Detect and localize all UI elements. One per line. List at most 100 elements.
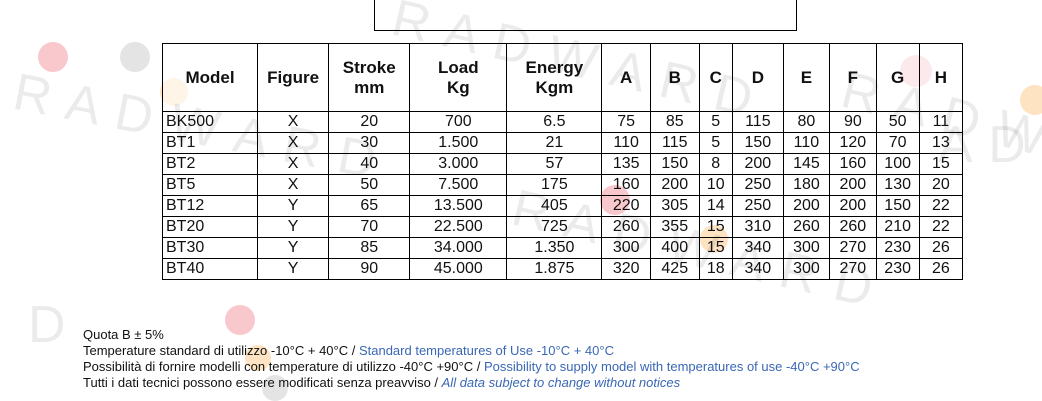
watermark-dot-orange xyxy=(245,345,271,371)
note-italian-text: Temperature standard di utilizzo -10°C +… xyxy=(83,343,359,358)
note-italian-text: Possibilità di fornire modelli con tempe… xyxy=(83,359,484,374)
table-cell: 270 xyxy=(829,258,877,280)
table-cell: 11 xyxy=(918,111,964,133)
table-cell: 300 xyxy=(782,258,831,280)
table-cell: 57 xyxy=(506,153,603,175)
table-cell: Y xyxy=(256,216,330,238)
table-row: BT12 Y 65 13.500 405 220 305 14 250 200 200 150 22 xyxy=(162,195,964,217)
table-cell: 115 xyxy=(649,132,700,154)
table-cell: 100 xyxy=(875,153,920,175)
optional-temperature-note: Possibilità di fornire modelli con tempe… xyxy=(83,359,860,375)
table-cell: 405 xyxy=(506,195,603,217)
table-cell: 160 xyxy=(829,153,877,175)
table-row: BT5 X 50 7.500 175 160 200 10 250 180 200 130 20 xyxy=(162,174,964,196)
table-cell: 130 xyxy=(875,174,920,196)
table-row: BT20 Y 70 22.500 725 260 355 15 310 260 260 210 22 xyxy=(162,216,964,238)
table-cell: 40 xyxy=(328,153,411,175)
table-row: BK500 X 20 700 6.5 75 85 5 115 80 90 50 11 xyxy=(162,111,964,133)
table-cell: 320 xyxy=(601,258,651,280)
table-cell: 50 xyxy=(328,174,411,196)
table-cell: 15 xyxy=(698,216,733,238)
tolerance-note: Quota B ± 5% xyxy=(83,327,164,342)
table-cell: 230 xyxy=(875,258,920,280)
table-cell: 200 xyxy=(782,195,831,217)
table-cell: 5 xyxy=(698,132,733,154)
table-cell: 120 xyxy=(829,132,877,154)
table-cell: 220 xyxy=(601,195,651,217)
table-cell: 300 xyxy=(782,237,831,259)
note-english-text: Standard temperatures of Use -10°C + 40°… xyxy=(358,343,614,358)
table-cell: Y xyxy=(256,258,330,280)
column-header: G xyxy=(875,43,920,112)
column-header: E xyxy=(782,43,831,112)
column-header: A xyxy=(601,43,651,112)
column-header-unit: Kgm xyxy=(535,77,574,97)
table-cell: Y xyxy=(256,195,330,217)
watermark-dot-red xyxy=(225,305,255,335)
table-cell: 14 xyxy=(698,195,733,217)
table-cell: 22.500 xyxy=(409,216,508,238)
column-header-label: Model xyxy=(185,67,235,87)
footnotes: Quota B ± 5% Temperature standard di uti… xyxy=(83,327,860,391)
table-cell: 115 xyxy=(731,111,784,133)
column-header-label: Stroke xyxy=(342,57,396,77)
note-italian-text: Tutti i dati tecnici possono essere modi… xyxy=(83,375,442,390)
table-cell: 1.500 xyxy=(409,132,508,154)
table-cell: 355 xyxy=(649,216,700,238)
table-cell: 85 xyxy=(649,111,700,133)
table-cell: 26 xyxy=(918,237,964,259)
table-cell: 34.000 xyxy=(409,237,508,259)
table-cell: 5 xyxy=(698,111,733,133)
table-cell: 260 xyxy=(782,216,831,238)
table-cell: 145 xyxy=(782,153,831,175)
table-cell: 20 xyxy=(918,174,964,196)
watermark-dot-grey xyxy=(120,42,150,72)
table-cell: 26 xyxy=(918,258,964,280)
table-header-row: Model Figure Stroke mm Load Kg Energy Kgm A B C D E F… xyxy=(162,43,964,112)
column-header-label: Figure xyxy=(267,67,320,87)
column-header: Load Kg xyxy=(409,43,508,112)
column-header-label: F xyxy=(847,67,859,87)
column-header: Figure xyxy=(256,43,330,112)
table-cell: 1.350 xyxy=(506,237,603,259)
column-header: Stroke mm xyxy=(328,43,411,112)
column-header-label: Load xyxy=(437,57,479,77)
table-cell: 1.875 xyxy=(506,258,603,280)
table-cell: 7.500 xyxy=(409,174,508,196)
table-cell: 110 xyxy=(601,132,651,154)
table-cell: 260 xyxy=(829,216,877,238)
table-row: BT1 X 30 1.500 21 110 115 5 150 110 120 70 13 xyxy=(162,132,964,154)
column-header-unit: Kg xyxy=(446,77,470,97)
table-cell: 22 xyxy=(918,195,964,217)
top-frame xyxy=(374,0,797,31)
table-cell: 180 xyxy=(782,174,831,196)
column-header-label: A xyxy=(620,67,633,87)
table-cell: 18 xyxy=(698,258,733,280)
table-cell: 210 xyxy=(875,216,920,238)
table-cell: 305 xyxy=(649,195,700,217)
table-row: BT30 Y 85 34.000 1.350 300 400 15 340 300 270 230 26 xyxy=(162,237,964,259)
change-disclaimer-note: Tutti i dati tecnici possono essere modi… xyxy=(83,375,860,391)
specifications-table: Model Figure Stroke mm Load Kg Energy Kgm A B C D E F… xyxy=(162,43,964,280)
table-cell: 85 xyxy=(328,237,411,259)
standard-temperature-note: Temperature standard di utilizzo -10°C +… xyxy=(83,343,860,359)
table-cell: 200 xyxy=(731,153,784,175)
table-cell: 150 xyxy=(649,153,700,175)
table-row: BT40 Y 90 45.000 1.875 320 425 18 340 300 270 230 26 xyxy=(162,258,964,280)
model-cell: BT12 xyxy=(162,195,258,217)
table-cell: 15 xyxy=(698,237,733,259)
table-cell: 200 xyxy=(829,174,877,196)
column-header: F xyxy=(829,43,877,112)
column-header-label: B xyxy=(668,67,681,87)
table-cell: 80 xyxy=(782,111,831,133)
column-header: H xyxy=(918,43,964,112)
column-header-label: Energy xyxy=(525,57,584,77)
note-english-text: All data subject to change without notic… xyxy=(441,375,681,390)
table-cell: 150 xyxy=(875,195,920,217)
column-header-label: H xyxy=(934,67,947,87)
table-cell: 8 xyxy=(698,153,733,175)
table-cell: 150 xyxy=(731,132,784,154)
table-cell: X xyxy=(256,132,330,154)
table-cell: 75 xyxy=(601,111,651,133)
model-cell: BT30 xyxy=(162,237,258,259)
